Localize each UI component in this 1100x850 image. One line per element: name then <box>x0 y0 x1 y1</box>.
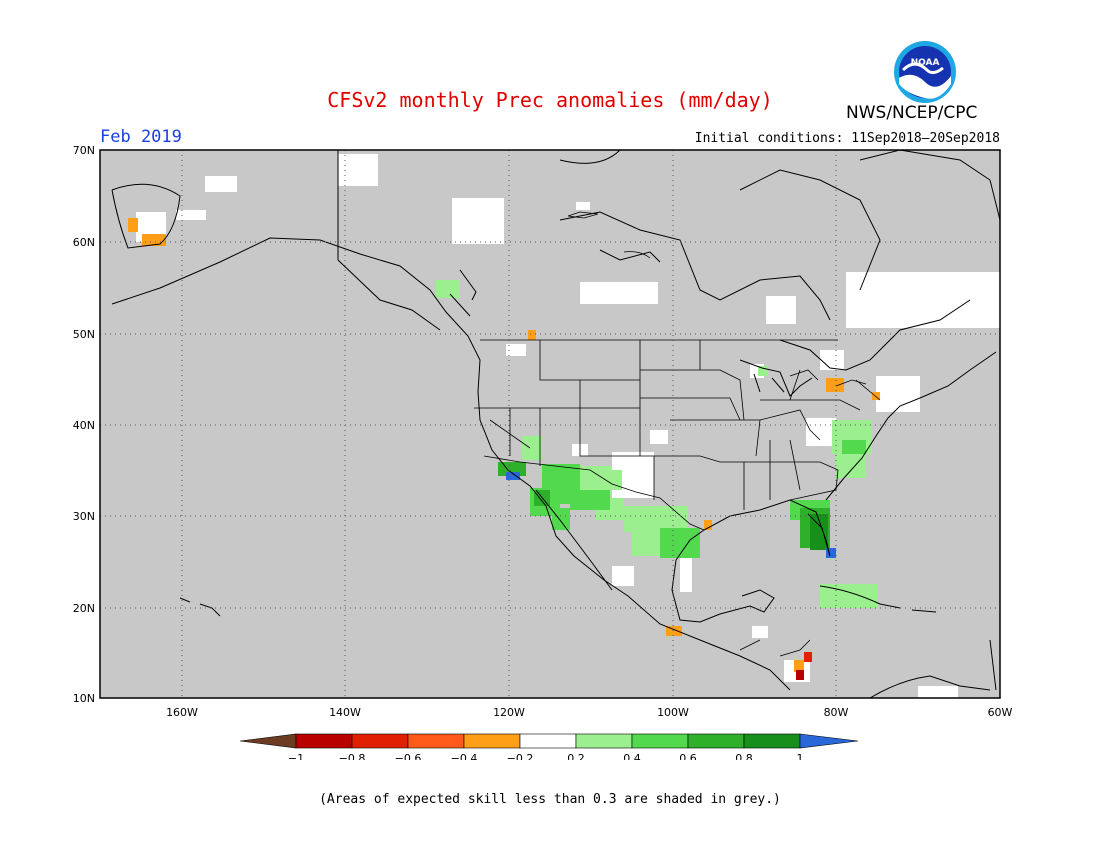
legend-ticks: −1 −0.8 −0.6 −0.4 −0.2 0.2 0.4 0.6 0.8 1 <box>288 752 804 760</box>
lon-label: 160W <box>166 706 198 719</box>
lat-label: 30N <box>73 510 95 523</box>
lon-label: 60W <box>988 706 1013 719</box>
legend-tick-label: −0.4 <box>451 752 478 760</box>
lat-label: 40N <box>73 419 95 432</box>
legend-swatch <box>631 733 689 749</box>
political-borders <box>474 339 881 657</box>
footnote: (Areas of expected skill less than 0.3 a… <box>319 792 781 807</box>
legend-tick-label: 0.6 <box>679 752 697 760</box>
anomaly-patches-darkred <box>796 670 804 680</box>
logo-text: NOAA <box>911 58 940 68</box>
lat-label: 60N <box>73 236 95 249</box>
initial-conditions: Initial conditions: 11Sep2018–20Sep2018 <box>694 131 1000 146</box>
noaa-logo-icon: NOAA <box>894 41 956 103</box>
legend-tick-label: −0.2 <box>507 752 534 760</box>
lon-label: 140W <box>329 706 361 719</box>
legend-swatch <box>519 733 577 749</box>
anomaly-patches-red <box>804 652 812 662</box>
graticule <box>100 150 1000 698</box>
legend-swatch <box>687 733 745 749</box>
anomaly-patches-orange <box>128 218 880 672</box>
white-patches <box>136 154 1000 698</box>
legend-tick-label: 0.2 <box>567 752 585 760</box>
legend-swatch <box>743 733 801 749</box>
legend-tick-label: −0.6 <box>395 752 422 760</box>
legend-tick-label: 0.8 <box>735 752 753 760</box>
lon-label: 100W <box>657 706 689 719</box>
anomaly-patches-blue <box>506 472 836 558</box>
legend-arrow-high <box>799 733 859 749</box>
legend-swatch <box>407 733 465 749</box>
lon-label: 120W <box>493 706 525 719</box>
lon-label: 80W <box>824 706 849 719</box>
forecast-month: Feb 2019 <box>100 127 182 147</box>
legend-swatch <box>575 733 633 749</box>
legend-tick-label: 0.4 <box>623 752 641 760</box>
legend-swatch <box>351 733 409 749</box>
lat-label: 20N <box>73 602 95 615</box>
map-frame <box>99 149 1001 699</box>
legend-tick-label: 1 <box>797 752 804 760</box>
lat-label: 50N <box>73 328 95 341</box>
anomaly-map: 70N 60N 50N 40N 30N 20N 10N 160W 140W 12… <box>73 144 1013 760</box>
lat-labels: 70N 60N 50N 40N 30N 20N 10N <box>73 144 95 705</box>
agency-label: NWS/NCEP/CPC <box>846 103 978 123</box>
legend-tick-label: −1 <box>288 752 304 760</box>
lon-labels: 160W 140W 120W 100W 80W 60W <box>166 706 1012 719</box>
coastlines <box>111 150 1000 698</box>
lat-label: 70N <box>73 144 95 157</box>
color-legend <box>239 733 859 749</box>
lat-label: 10N <box>73 692 95 705</box>
legend-swatch <box>295 733 353 749</box>
lakes <box>567 211 867 387</box>
map-title: CFSv2 monthly Prec anomalies (mm/day) <box>327 88 773 112</box>
legend-swatch <box>463 733 521 749</box>
anomaly-patches-darkest-green <box>810 514 828 550</box>
legend-tick-label: −0.8 <box>339 752 366 760</box>
legend-arrow-low <box>239 733 297 749</box>
